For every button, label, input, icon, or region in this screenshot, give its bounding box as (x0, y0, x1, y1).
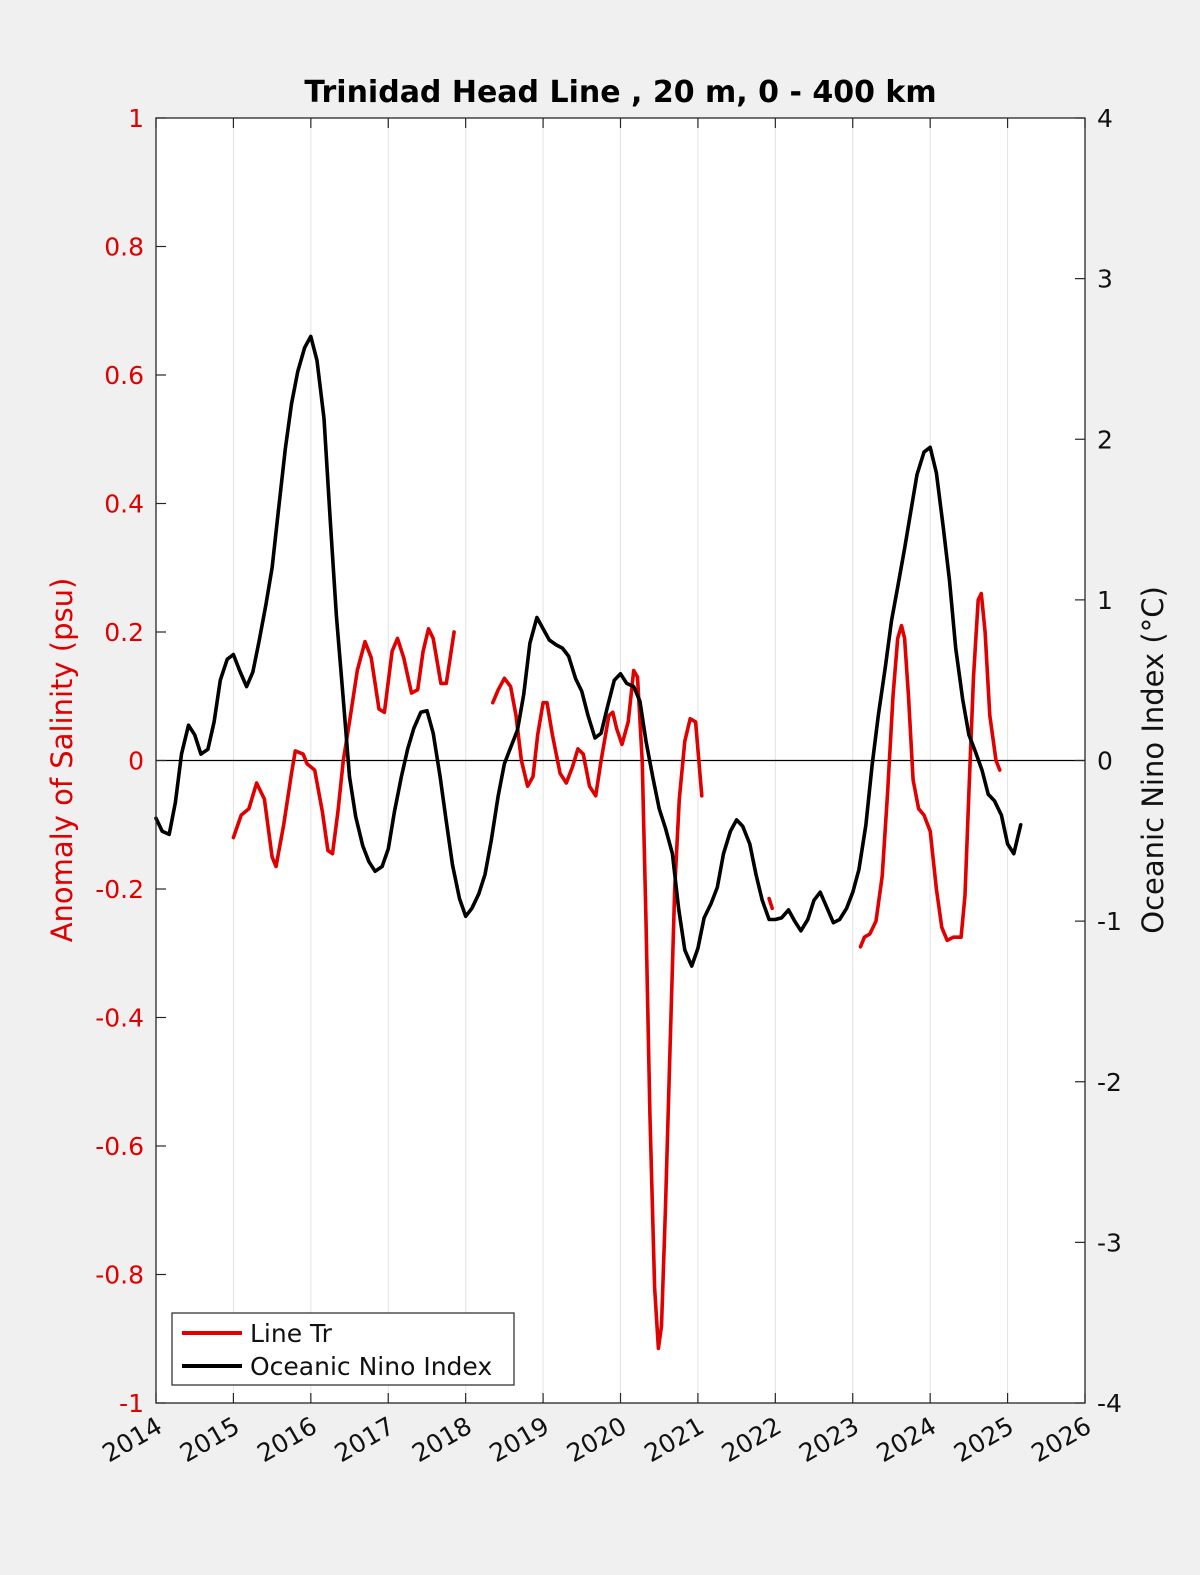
x-tick-label: 2024 (872, 1411, 942, 1468)
y-left-tick-label: -0.6 (95, 1132, 144, 1161)
series-line-tr-segment (767, 896, 774, 911)
y-left-tick-label: -1 (119, 1389, 144, 1418)
series-layer (154, 334, 1023, 1351)
y-left-tick-label: 1 (128, 104, 144, 133)
chart-title: Trinidad Head Line , 20 m, 0 - 400 km (304, 75, 936, 110)
left-axis-label: Anomaly of Salinity (psu) (45, 578, 79, 943)
y-right-tick-label: 1 (1097, 586, 1113, 615)
y-left-tick-label: -0.8 (95, 1261, 144, 1290)
series-oni-segment (154, 334, 1023, 968)
y-right-tick-label: 0 (1097, 747, 1113, 776)
y-right-tick-label: -1 (1097, 907, 1122, 936)
legend-label-oni: Oceanic Nino Index (250, 1352, 492, 1381)
x-tick-label: 2023 (794, 1411, 864, 1468)
x-tick-label: 2020 (562, 1411, 632, 1468)
y-right-tick-label: -3 (1097, 1228, 1122, 1257)
y-right-tick-label: 4 (1097, 104, 1113, 133)
x-tick-label: 2021 (639, 1411, 709, 1468)
series-line-tr-segment (858, 591, 1002, 949)
x-tick-label: 2026 (1026, 1411, 1096, 1468)
legend-label-line-tr: Line Tr (250, 1319, 333, 1348)
y-left-tick-label: 0.4 (104, 490, 144, 519)
y-right-tick-label: 3 (1097, 265, 1113, 294)
y-left-tick-label: -0.4 (95, 1004, 144, 1033)
x-tick-label: 2014 (97, 1411, 167, 1468)
right-axis-label: Oceanic Nino Index (°C) (1136, 586, 1170, 934)
y-left-tick-label: 0 (128, 747, 144, 776)
y-right-tick-label: -4 (1097, 1389, 1122, 1418)
y-right-tick-label: -2 (1097, 1068, 1122, 1097)
series-line-tr-segment (231, 627, 456, 869)
y-right-tick-label: 2 (1097, 425, 1113, 454)
legend: Line Tr Oceanic Nino Index (171, 1312, 515, 1386)
legend-box (171, 1312, 515, 1386)
x-tick-label: 2018 (407, 1411, 477, 1468)
y-left-tick-label: 0.8 (104, 233, 144, 262)
axis-ticks (155, 117, 1086, 1404)
x-tick-label: 2022 (717, 1411, 787, 1468)
x-tick-label: 2017 (330, 1411, 400, 1468)
x-tick-label: 2015 (175, 1411, 245, 1468)
x-tick-label: 2019 (484, 1411, 554, 1468)
y-left-tick-label: 0.6 (104, 361, 144, 390)
x-tick-label: 2025 (949, 1411, 1019, 1468)
x-tick-label: 2016 (252, 1411, 322, 1468)
y-left-tick-label: -0.2 (95, 875, 144, 904)
y-left-tick-label: 0.2 (104, 618, 144, 647)
series-line-tr-segment (491, 668, 704, 1351)
